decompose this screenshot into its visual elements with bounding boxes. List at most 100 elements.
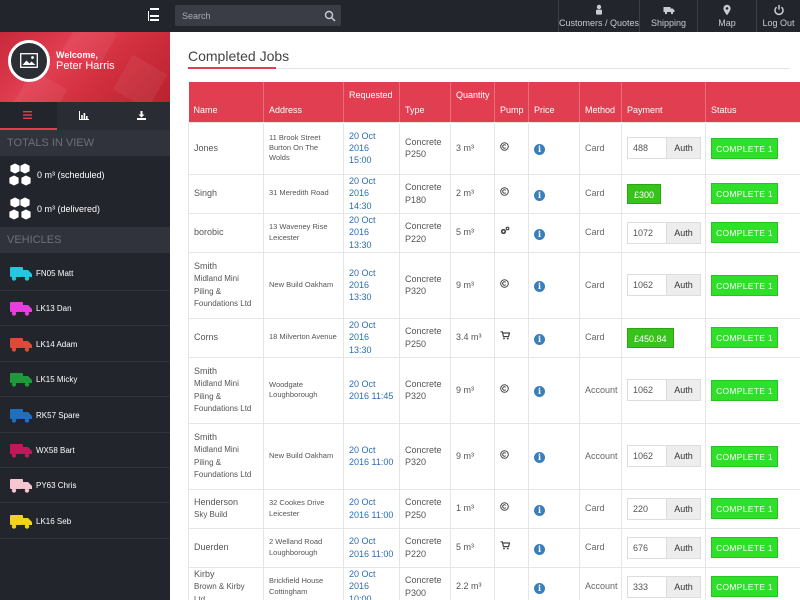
cell-requested[interactable]: 20 Oct 2016 10:00 <box>343 566 400 600</box>
requested-date[interactable]: 20 Oct <box>349 130 376 141</box>
info-icon[interactable]: i <box>534 386 545 398</box>
col-header-status[interactable]: Status <box>705 82 800 122</box>
col-header-type[interactable]: Type <box>399 82 451 122</box>
payment-amount-input[interactable] <box>628 138 666 158</box>
nav-logout[interactable]: Log Out <box>756 0 800 32</box>
payment-amount-input[interactable] <box>628 275 666 295</box>
status-complete-button[interactable]: COMPLETE 1 <box>711 183 778 204</box>
requested-time[interactable]: 2016 11:00 <box>349 509 394 520</box>
info-icon[interactable]: i <box>534 228 545 240</box>
auth-button[interactable]: Auth <box>666 222 700 243</box>
requested-date[interactable]: 20 Oct <box>349 378 376 389</box>
menu-toggle-icon[interactable] <box>144 8 164 24</box>
sidebar-item-vehicle[interactable]: RK57 Spare <box>0 398 170 433</box>
cell-requested[interactable]: 20 Oct 2016 13:30 <box>343 212 400 253</box>
requested-time[interactable]: 2016 11:00 <box>349 457 394 467</box>
payment-amount-input[interactable] <box>628 446 666 466</box>
status-complete-button[interactable]: COMPLETE 1 <box>711 327 778 348</box>
auth-button[interactable]: Auth <box>666 380 700 400</box>
auth-button[interactable]: Auth <box>666 138 700 158</box>
payment-amount-input[interactable] <box>628 576 666 597</box>
col-header-payment[interactable]: Payment <box>621 82 706 122</box>
search-icon[interactable] <box>324 10 336 22</box>
table-row[interactable]: Smith Midland Mini Piling & Foundations L… <box>188 356 800 424</box>
cell-requested[interactable]: 20 Oct 2016 13:30 <box>343 317 400 358</box>
requested-date[interactable]: 20 Oct <box>349 267 376 278</box>
requested-date[interactable]: 20 Oct <box>349 444 376 455</box>
requested-time[interactable]: 2016 11:45 <box>349 391 394 401</box>
requested-date[interactable]: 20 Oct <box>349 497 376 508</box>
table-row[interactable]: Jones 11 Brook Street Burton On The Wolds… <box>188 121 800 175</box>
requested-date[interactable]: 20 Oct <box>349 536 376 547</box>
status-complete-button[interactable]: COMPLETE 1 <box>711 379 778 401</box>
sidebar-item-vehicle[interactable]: PY63 Chris <box>0 468 170 504</box>
payment-amount-input[interactable] <box>628 222 666 243</box>
payment-amount-input[interactable] <box>628 498 666 519</box>
sidebar-item-vehicle[interactable]: WX58 Bart <box>0 433 170 468</box>
status-complete-button[interactable]: COMPLETE 1 <box>711 274 778 296</box>
sidebar-item-vehicle[interactable]: LK13 Dan <box>0 291 170 327</box>
table-row[interactable]: Smith Midland Mini Piling & Foundations L… <box>188 251 800 319</box>
auth-button[interactable]: Auth <box>666 537 700 558</box>
status-complete-button[interactable]: COMPLETE 1 <box>711 537 778 558</box>
cell-requested[interactable]: 20 Oct 2016 11:45 <box>343 356 400 424</box>
table-row[interactable]: Henderson Sky Build 32 Cookes Drive Leices… <box>188 488 800 529</box>
table-row[interactable]: Corns 18 Milverton Avenue 20 Oct 2016 13:30… <box>188 317 800 358</box>
info-icon[interactable]: i <box>534 504 545 516</box>
requested-date[interactable]: 20 Oct <box>349 320 376 331</box>
table-row[interactable]: Smith Midland Mini Piling & Foundations L… <box>188 422 800 490</box>
info-icon[interactable]: i <box>534 452 545 464</box>
requested-time[interactable]: 2016 11:00 <box>349 548 394 559</box>
requested-date[interactable]: 20 Oct <box>349 176 376 187</box>
table-row[interactable]: Duerden 2 Welland Road Loughborough 20 Oct… <box>188 527 800 568</box>
requested-time[interactable]: 2016 13:30 <box>349 227 372 250</box>
info-icon[interactable]: i <box>534 189 545 201</box>
cell-requested[interactable]: 20 Oct 2016 15:00 <box>343 121 400 175</box>
info-icon[interactable]: i <box>534 281 545 293</box>
table-row[interactable]: Singh 31 Meredith Road 20 Oct 2016 14:30 Con… <box>188 173 800 214</box>
cell-requested[interactable]: 20 Oct 2016 11:00 <box>343 488 400 529</box>
tab-download[interactable] <box>114 102 171 130</box>
sidebar-item-vehicle[interactable]: LK14 Adam <box>0 327 170 362</box>
search-input[interactable] <box>175 5 320 26</box>
status-complete-button[interactable]: COMPLETE 1 <box>711 576 778 597</box>
requested-time[interactable]: 2016 13:30 <box>349 332 372 355</box>
col-header-quantity[interactable]: Quantity <box>450 82 495 122</box>
status-complete-button[interactable]: COMPLETE 1 <box>711 222 778 243</box>
requested-time[interactable]: 2016 13:30 <box>349 279 372 303</box>
avatar[interactable] <box>8 40 50 82</box>
col-header-name[interactable]: Name <box>188 82 264 122</box>
auth-button[interactable]: Auth <box>666 498 700 519</box>
info-icon[interactable]: i <box>534 582 545 594</box>
requested-time[interactable]: 2016 10:00 <box>349 581 372 600</box>
nav-shipping[interactable]: Shipping <box>639 0 697 32</box>
cell-requested[interactable]: 20 Oct 2016 11:00 <box>343 527 400 568</box>
payment-amount-input[interactable] <box>628 380 666 400</box>
sidebar-item-vehicle[interactable]: FN05 Matt <box>0 256 170 291</box>
nav-customers-quotes[interactable]: Customers / Quotes <box>558 0 639 32</box>
status-complete-button[interactable]: COMPLETE 1 <box>711 498 778 519</box>
col-header-method[interactable]: Method <box>579 82 622 122</box>
info-icon[interactable]: i <box>534 144 545 156</box>
col-header-address[interactable]: Address <box>263 82 344 122</box>
auth-button[interactable]: Auth <box>666 275 700 295</box>
tab-list[interactable] <box>0 102 57 130</box>
requested-date[interactable]: 20 Oct <box>349 215 376 226</box>
requested-date[interactable]: 20 Oct <box>349 569 376 580</box>
requested-time[interactable]: 2016 14:30 <box>349 188 372 211</box>
payment-amount-input[interactable] <box>628 537 666 558</box>
auth-button[interactable]: Auth <box>666 576 700 597</box>
sidebar-item-vehicle[interactable]: LK16 Seb <box>0 504 170 539</box>
info-icon[interactable]: i <box>534 333 545 345</box>
cell-requested[interactable]: 20 Oct 2016 11:00 <box>343 422 400 490</box>
col-header-pump[interactable]: Pump <box>494 82 529 122</box>
status-complete-button[interactable]: COMPLETE 1 <box>711 137 778 159</box>
cell-requested[interactable]: 20 Oct 2016 13:30 <box>343 251 400 319</box>
sidebar-item-vehicle[interactable]: LK15 Micky <box>0 362 170 398</box>
info-icon[interactable]: i <box>534 543 545 555</box>
nav-map[interactable]: Map <box>697 0 756 32</box>
col-header-price[interactable]: Price <box>528 82 580 122</box>
cell-requested[interactable]: 20 Oct 2016 14:30 <box>343 173 400 214</box>
tab-chart[interactable] <box>57 102 114 130</box>
table-row[interactable]: Kirby Brown & Kirby Ltd Brickfield House C… <box>188 566 800 600</box>
